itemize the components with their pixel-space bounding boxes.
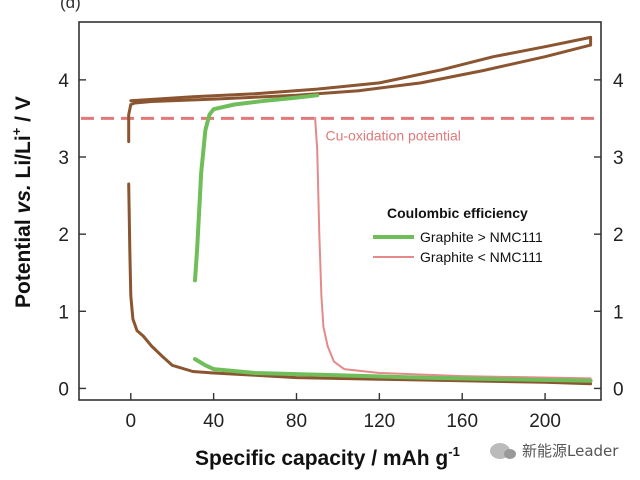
series-line-reference-cycle [127,35,593,144]
series-line-reference-cycle [127,182,593,386]
x-tick-label: 200 [529,411,561,432]
y-axis-title-part2: vs. [12,184,35,213]
x-tick-label: 160 [446,411,478,432]
y-axis-title: Potential vs. Li/Li+ / V [9,96,35,308]
y-tick-label-left: 0 [58,379,69,400]
y-tick-label-right: 1 [613,302,624,323]
watermark: 新能源Leader [490,440,618,461]
series-line-reference-cycle [129,35,593,103]
series-line-graphite-nmc111 [314,116,592,380]
cu-oxidation-label: Cu-oxidation potential [326,127,461,143]
series-line-graphite-nmc111 [193,93,320,283]
y-tick-label-right: 2 [613,225,624,246]
y-tick-label-left: 2 [58,225,69,246]
ticks-layer: 0 40 80 120 160 200 0 0 1 1 2 2 3 3 4 4 [58,71,624,432]
series-line-graphite-nmc111 [193,357,593,383]
series-layer [127,35,593,386]
y-tick-label-right: 4 [613,71,624,92]
y-tick-label-left: 1 [58,302,69,323]
x-tick-label: 120 [364,411,396,432]
legend-label-graphite-gt: Graphite > NMC111 [420,229,543,245]
y-tick-label-right: 3 [613,148,624,169]
y-axis-title-sup: + [9,127,24,135]
x-tick-label: 0 [125,411,136,432]
x-axis-title-main: Specific capacity / mAh g [195,447,448,470]
x-axis-title: Specific capacity / mAh g-1 [195,444,460,470]
y-axis-title-part1: Potential [12,213,35,308]
x-tick-label: 40 [203,411,224,432]
plot-frame [78,21,602,401]
watermark-text: 新能源Leader [522,442,619,460]
wechat-icon [490,442,516,459]
legend: Coulombic efficiency Graphite > NMC111 G… [373,205,543,265]
y-tick-label-left: 3 [58,148,69,169]
y-tick-label-right: 0 [613,379,624,400]
x-axis-title-sup: -1 [448,444,460,459]
y-tick-label-left: 4 [58,71,69,92]
panel-label: (d) [60,0,81,12]
y-axis-title-part4: / V [12,96,35,128]
legend-title: Coulombic efficiency [387,205,528,221]
x-tick-label: 80 [286,411,307,432]
y-axis-title-part3: Li/Li [12,135,35,184]
legend-label-graphite-lt: Graphite < NMC111 [420,249,543,265]
